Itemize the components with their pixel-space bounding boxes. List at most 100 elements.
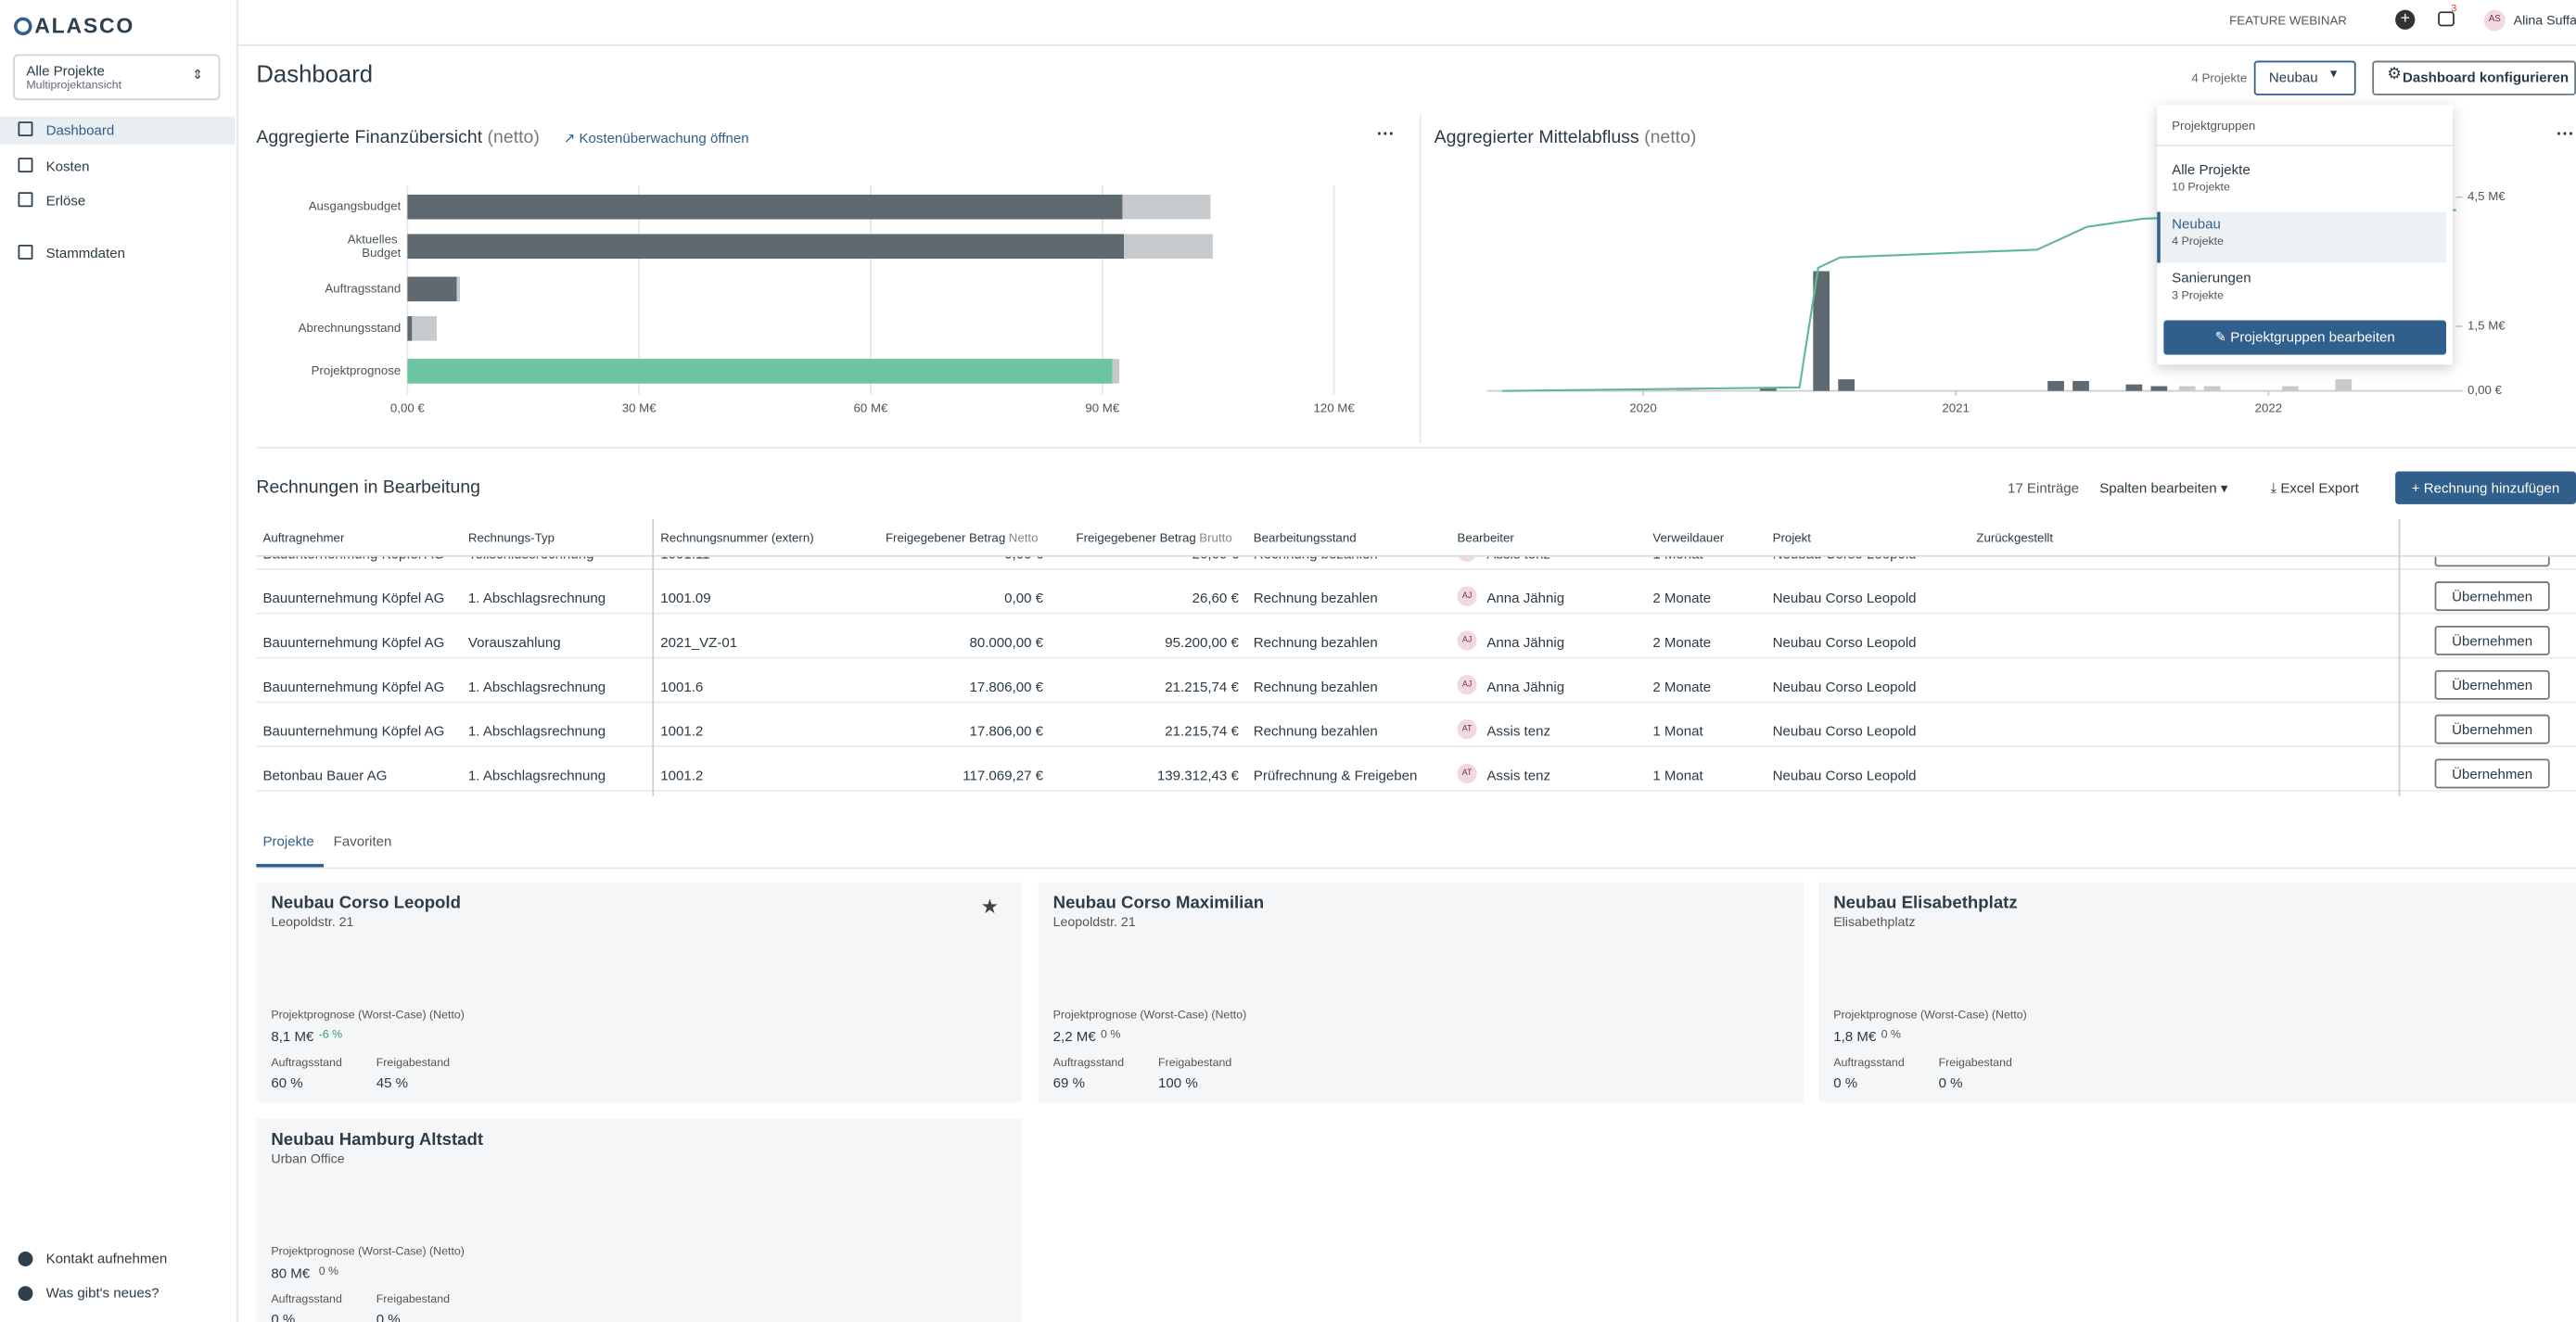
group-name[interactable]: Sanierungen xyxy=(2172,269,2251,286)
column-header: Freigegebener Betrag Brutto xyxy=(1076,530,1231,545)
bar-segment xyxy=(407,316,413,341)
cell: Betonbau Bauer AG xyxy=(262,767,388,784)
bar xyxy=(2072,380,2089,391)
selected-item xyxy=(2157,211,2447,263)
project-count: 4 Projekte xyxy=(2191,70,2248,86)
column-label: Bearbeitungsstand xyxy=(1253,530,1357,546)
cell: 21.215,74 € xyxy=(1165,722,1239,740)
bar xyxy=(2282,386,2299,391)
finance-title-text: Aggregierte Finanzübersicht xyxy=(256,128,483,148)
category-label: Aktuelles Budget xyxy=(348,232,402,259)
project-address: Urban Office xyxy=(271,1150,345,1166)
cell: 80.000,00 € xyxy=(969,633,1044,651)
order-value: 69 % xyxy=(1052,1074,1085,1091)
cell: 95.200,00 € xyxy=(1165,633,1239,651)
tab[interactable]: Projekte xyxy=(262,833,314,849)
project-name: Neubau Corso Leopold xyxy=(271,893,461,914)
project-card[interactable] xyxy=(1818,882,2576,1102)
add-invoice-button[interactable]: + Rechnung hinzufügen xyxy=(2395,471,2576,504)
tab-border xyxy=(256,867,2576,870)
nav-icon xyxy=(18,244,33,260)
bar-segment xyxy=(407,234,1125,260)
bar-segment xyxy=(1122,194,1211,220)
bar xyxy=(2125,384,2143,391)
bar-segment xyxy=(1112,359,1120,384)
configure-button[interactable]: Dashboard konfigurieren xyxy=(2372,60,2576,95)
take-over-button[interactable]: Übernehmen xyxy=(2434,714,2550,744)
nav-item[interactable]: Erlöse xyxy=(45,192,86,210)
group-count: 4 Projekte xyxy=(2172,236,2225,248)
add-icon[interactable]: + xyxy=(2395,9,2416,30)
column-divider xyxy=(2398,518,2401,797)
group-button[interactable]: Neubau xyxy=(2253,60,2356,95)
invoices-title: Rechnungen in Bearbeitung xyxy=(256,477,481,498)
project-card[interactable] xyxy=(256,1118,1022,1322)
cell: 2 Monate xyxy=(1652,678,1712,695)
initials: AJ xyxy=(1457,630,1477,651)
cell: Rechnung bezahlen xyxy=(1253,678,1378,695)
group-name[interactable]: Neubau xyxy=(2172,215,2221,232)
line xyxy=(1502,209,2456,392)
export-button[interactable]: ⤓ Excel Export xyxy=(2270,479,2359,497)
release-label: Freigabestand xyxy=(1938,1057,2012,1070)
project-card[interactable] xyxy=(256,882,1022,1102)
favorite-star[interactable]: ★ xyxy=(980,895,999,919)
nav-item[interactable]: Dashboard xyxy=(45,121,115,138)
column-header: Auftragnehmer xyxy=(262,530,344,545)
cell: 139.312,43 € xyxy=(1156,767,1239,784)
order-label: Auftragsstand xyxy=(271,1294,342,1306)
selector-subtitle: Multiprojektansicht xyxy=(26,80,122,93)
columns-button[interactable]: Spalten bearbeiten ▾ xyxy=(2099,479,2228,497)
order-label: Auftragsstand xyxy=(1052,1057,1125,1070)
bar-segment xyxy=(456,276,461,302)
finance-menu[interactable]: ··· xyxy=(1376,124,1396,145)
category-label: Projektprognose xyxy=(312,363,402,377)
cell: Bauunternehmung Köpfel AG xyxy=(262,678,445,695)
bar-segment xyxy=(407,194,1123,220)
footer-icon xyxy=(18,1252,33,1266)
cell: Bauunternehmung Köpfel AG xyxy=(262,722,445,740)
take-over-button[interactable]: Übernehmen xyxy=(2434,758,2550,789)
x-tick-label: 60 M€ xyxy=(854,401,888,415)
cell: 1 Monat xyxy=(1652,767,1703,784)
selector-arrow: ⇕ xyxy=(192,67,204,83)
project-name: Neubau Hamburg Altstadt xyxy=(271,1129,484,1150)
edit-groups-button[interactable]: ✎ Projektgruppen bearbeiten xyxy=(2163,320,2447,355)
row-border xyxy=(256,612,2576,615)
column-header: Freigegebener Betrag Netto xyxy=(886,530,1039,545)
nav-item[interactable]: Kosten xyxy=(45,158,90,174)
column-label: Rechnungs-Typ xyxy=(467,530,555,546)
initials: AJ xyxy=(1457,675,1477,695)
column-label: Freigegebener Betrag xyxy=(885,530,1006,546)
take-over-button[interactable]: Übernehmen xyxy=(2434,669,2550,700)
take-over-button[interactable]: Übernehmen xyxy=(2434,581,2550,612)
nav-icon xyxy=(18,192,33,208)
footer-nav-item[interactable]: Was gibt's neues? xyxy=(45,1284,159,1302)
invoice-table: Auftragnehmer Rechnungs-Typ Rechnungsnumme… xyxy=(256,518,2576,797)
cashflow-menu[interactable]: ··· xyxy=(2556,124,2575,145)
sidebar xyxy=(0,0,238,1322)
tab[interactable]: Favoriten xyxy=(333,833,392,849)
x-tick-label: 0,00 € xyxy=(390,401,426,415)
webinar-link[interactable]: FEATURE WEBINAR xyxy=(2229,13,2347,29)
columns-text: Spalten bearbeiten xyxy=(2099,479,2217,497)
notification-icon[interactable] xyxy=(2438,11,2455,27)
cashflow-title: Aggregierter Mittelabfluss (netto) xyxy=(1435,128,1697,147)
initials: AT xyxy=(1457,718,1477,740)
column-header: Rechnungsnummer (extern) xyxy=(660,530,813,545)
footer-nav-item[interactable]: Kontakt aufnehmen xyxy=(45,1250,168,1266)
group-name[interactable]: Alle Projekte xyxy=(2172,160,2251,178)
forecast: 8,1 M€ xyxy=(271,1028,314,1045)
cell: 1. Abschlagsrechnung xyxy=(467,767,606,784)
project-selector[interactable] xyxy=(13,54,221,101)
cost-link[interactable]: ↗ Kostenüberwachung öffnen xyxy=(563,129,749,146)
x-tick-label: 90 M€ xyxy=(1085,401,1119,415)
user-name[interactable]: Alina Suffa xyxy=(2513,13,2576,29)
take-over-button[interactable]: Übernehmen xyxy=(2434,626,2550,655)
project-card[interactable] xyxy=(1038,882,1804,1102)
forecast: 80 M€ xyxy=(271,1265,311,1281)
nav-item[interactable]: Stammdaten xyxy=(45,244,126,261)
nav-icon xyxy=(18,121,33,137)
